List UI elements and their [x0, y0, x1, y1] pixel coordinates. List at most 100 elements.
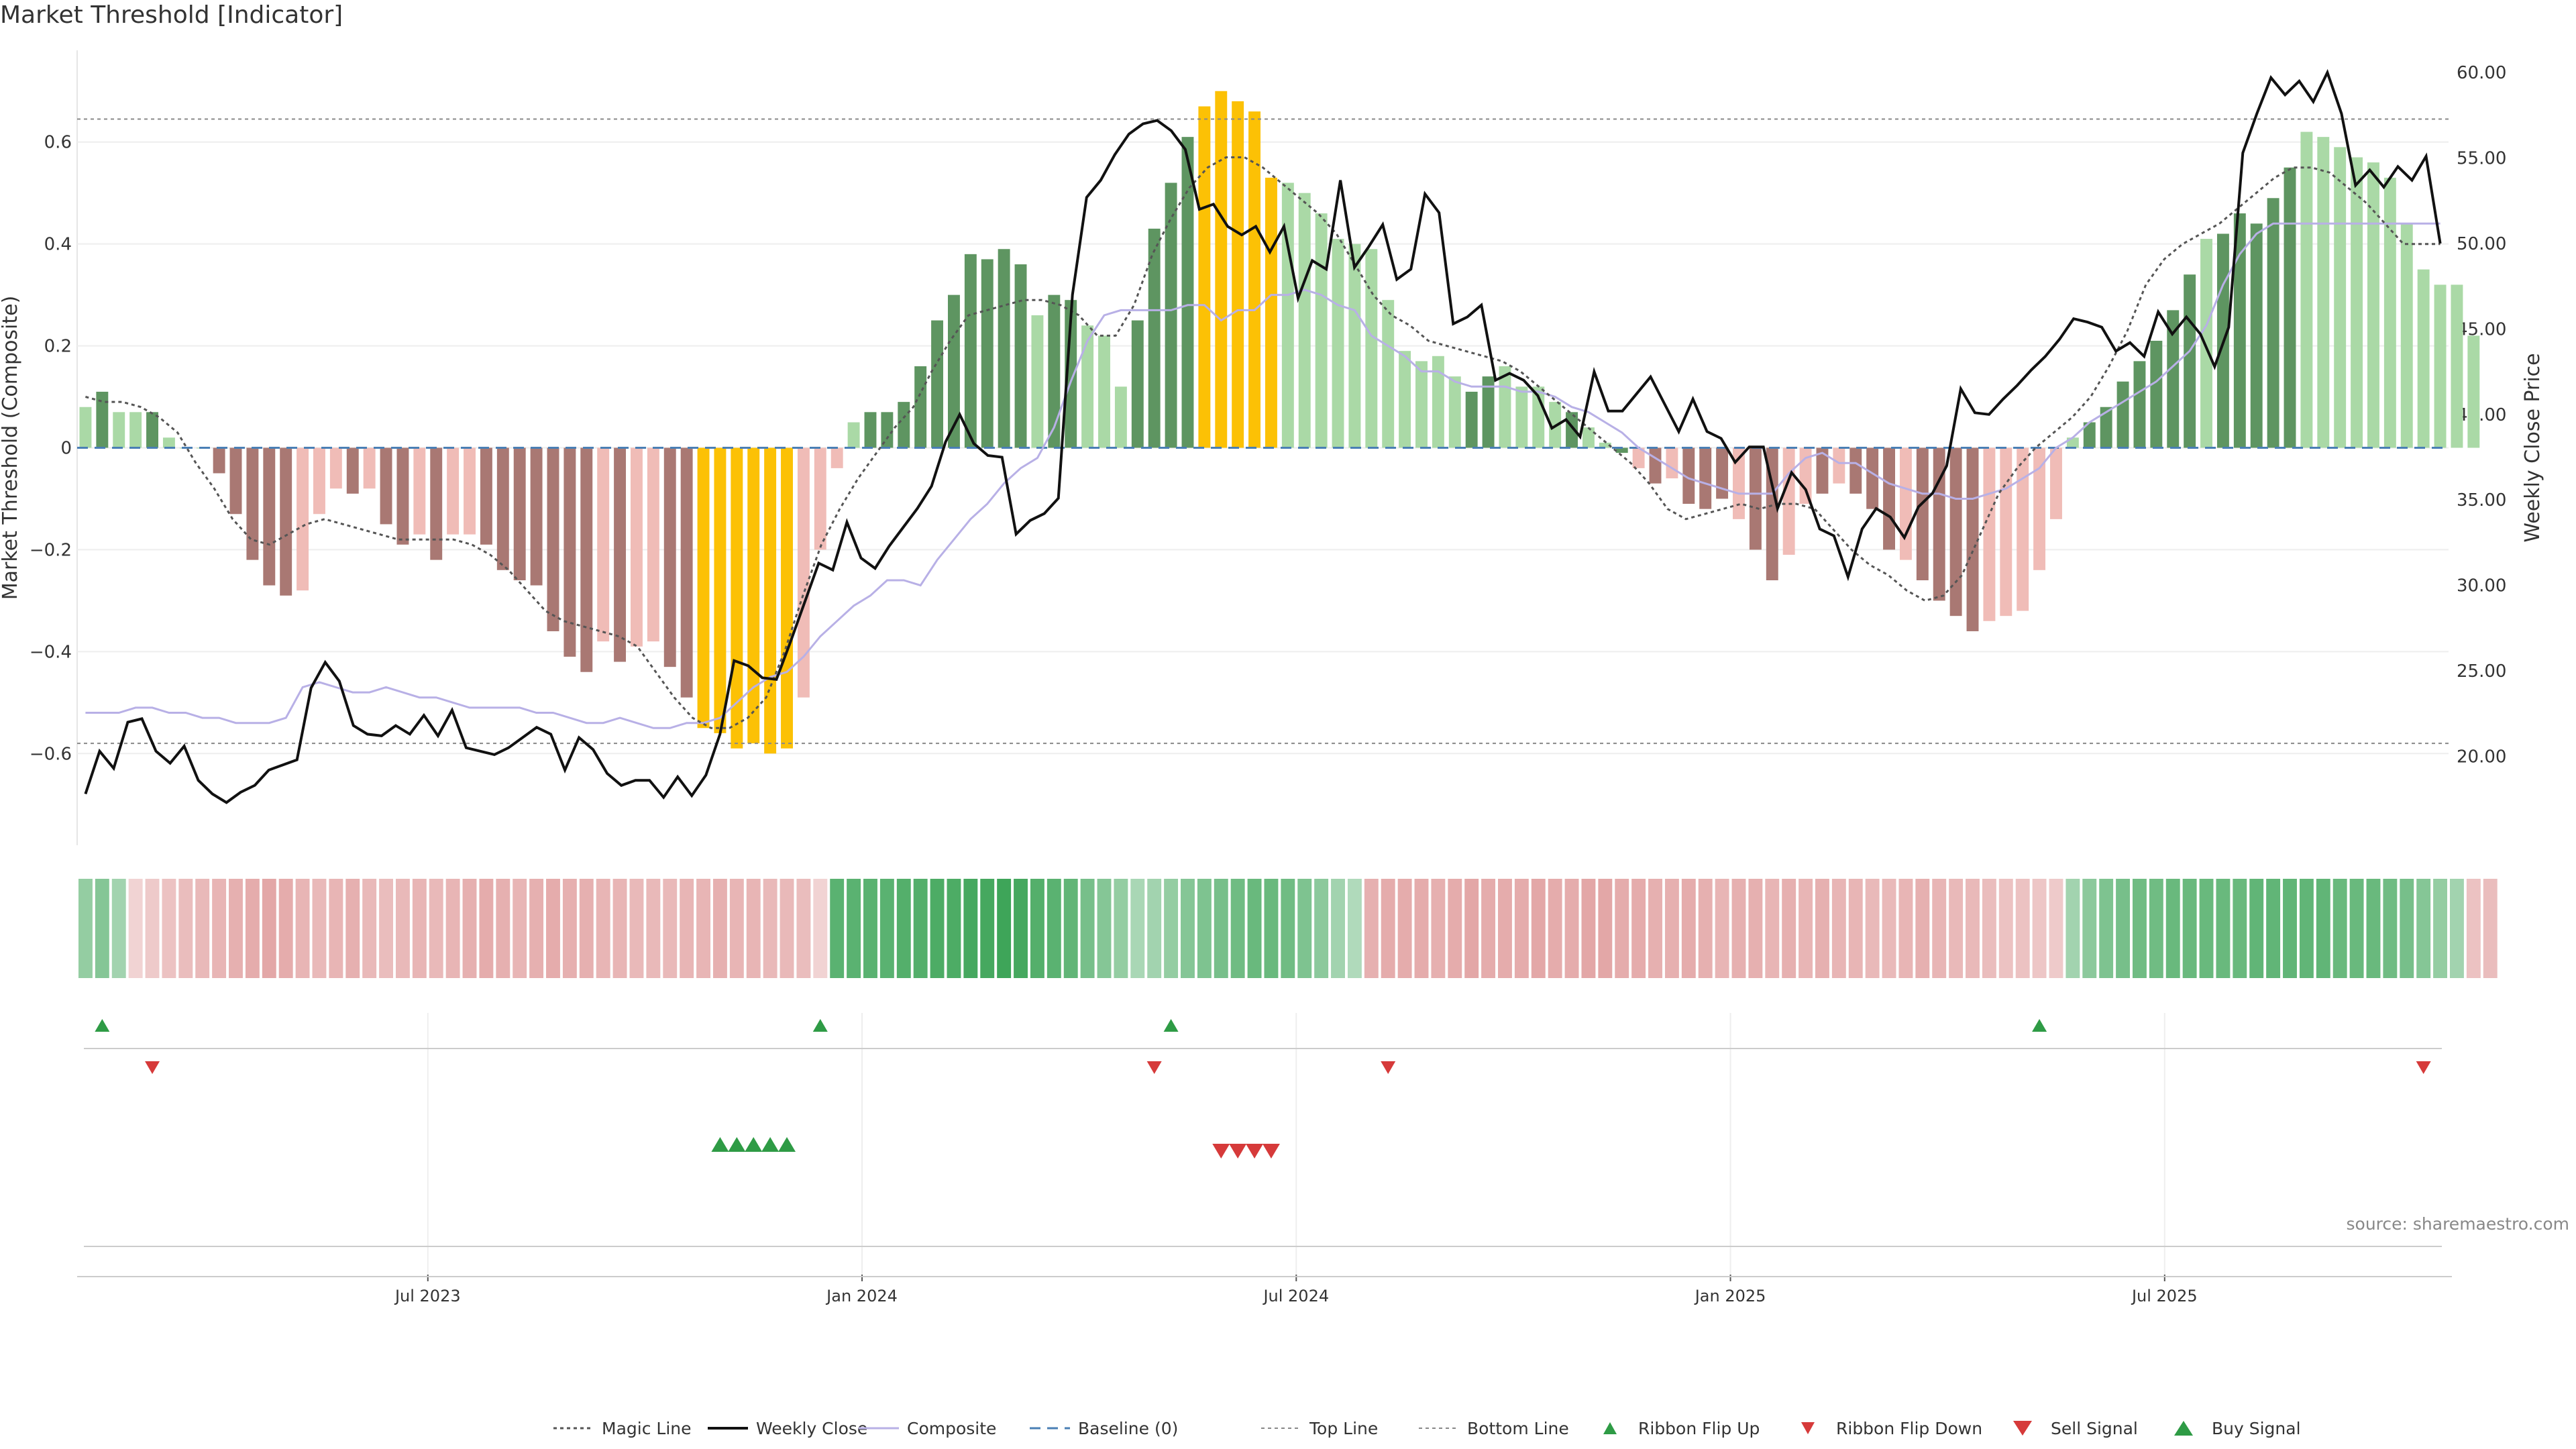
ribbon-cell — [1531, 879, 1546, 978]
ribbon-cell — [1715, 879, 1729, 978]
ribbon-cell — [162, 879, 176, 978]
legend-symbol — [1801, 1422, 1815, 1434]
ribbon-cell — [562, 879, 577, 978]
ribbon-cell — [1297, 879, 1312, 978]
ribbon-cell — [2383, 879, 2398, 978]
composite-bar — [1582, 427, 1595, 448]
composite-bar — [1465, 391, 1478, 448]
weekly-close-line — [84, 68, 2442, 804]
composite-bar — [1165, 182, 1177, 448]
ribbon-cell — [445, 879, 460, 978]
ribbon-cell — [2233, 879, 2247, 978]
ribbon-cell — [1799, 879, 1813, 978]
composite-bar — [346, 447, 359, 494]
composite-bar — [363, 447, 376, 489]
composite-bar — [747, 447, 760, 744]
composite-bar — [1098, 335, 1110, 448]
ribbon-cell — [1230, 879, 1245, 978]
composite-bar — [1031, 315, 1044, 448]
ribbon-cell — [1264, 879, 1279, 978]
composite-bar — [263, 447, 276, 586]
ribbon-cell — [729, 879, 744, 978]
composite-bar — [2100, 407, 2112, 448]
ribbon-cell — [1063, 879, 1078, 978]
composite-bar — [313, 447, 325, 515]
composite-bar — [1114, 386, 1127, 448]
ribbon-cell — [1748, 879, 1763, 978]
ribbon-cell — [1314, 879, 1329, 978]
composite-bar — [1448, 376, 1461, 448]
composite-bar — [1048, 294, 1061, 448]
composite-bar — [1198, 106, 1211, 448]
composite-bar — [614, 447, 627, 662]
legend-symbol — [2174, 1421, 2193, 1436]
composite-bar — [2467, 335, 2480, 448]
composite-bar — [1966, 447, 1979, 631]
ribbon-cell — [879, 879, 894, 978]
ribbon-cell — [1247, 879, 1262, 978]
ribbon-cell — [2416, 879, 2431, 978]
composite-bar — [2300, 131, 2313, 448]
composite-bar — [2434, 284, 2447, 448]
ribbon-cell — [2049, 879, 2063, 978]
ribbon-cell — [863, 879, 877, 978]
composite-bar — [162, 437, 175, 448]
ribbon-cell — [212, 879, 227, 978]
legend-label: Top Line — [1309, 1419, 1378, 1438]
ribbon-cell — [896, 879, 911, 978]
y2-axis-title: Weekly Close Price — [2521, 353, 2544, 542]
composite-bar — [246, 447, 259, 560]
ribbon-cell — [1498, 879, 1512, 978]
composite-bar — [2451, 284, 2463, 448]
ribbon-cell — [2199, 879, 2214, 978]
composite-bar — [2167, 310, 2180, 448]
ribbon-cell — [780, 879, 794, 978]
composite-bar — [630, 447, 643, 647]
legend-label: Sell Signal — [2051, 1419, 2138, 1438]
composite-bar — [2133, 361, 2146, 448]
composite-bar — [547, 447, 559, 631]
ribbon-cell — [395, 879, 410, 978]
composite-bar — [464, 447, 476, 535]
composite-bar — [1816, 447, 1829, 494]
ribbon-cell — [2149, 879, 2163, 978]
ribbon-cell — [2483, 879, 2498, 978]
composite-bar — [998, 249, 1010, 448]
composite-bar — [1399, 351, 1411, 448]
composite-bar — [2050, 447, 2062, 519]
legend-item: Baseline (0) — [1030, 1419, 1178, 1438]
ribbon-cell — [178, 879, 193, 978]
legend-label: Bottom Line — [1467, 1419, 1569, 1438]
ribbon-cell — [1046, 879, 1061, 978]
ribbon-cell — [2165, 879, 2180, 978]
composite-bar — [764, 447, 777, 754]
y-tick-label: −0.2 — [30, 540, 72, 560]
ribbon-cell — [1932, 879, 1947, 978]
composite-bar — [1014, 264, 1027, 448]
ribbon-cell — [1097, 879, 1112, 978]
ribbon-cell — [1181, 879, 1195, 978]
ribbon-cell — [2099, 879, 2114, 978]
composite-bar — [513, 447, 526, 580]
buy-signal-marker — [761, 1137, 780, 1152]
ribbon-cell — [496, 879, 511, 978]
y2-tick-label: 50.00 — [2457, 234, 2506, 254]
ribbon-cell — [612, 879, 627, 978]
ribbon-cell — [1998, 879, 2013, 978]
composite-bar — [830, 447, 843, 468]
composite-bar — [1065, 300, 1077, 448]
composite-bar — [2000, 447, 2012, 616]
ribbon-cell — [663, 879, 678, 978]
legend-item: Top Line — [1261, 1419, 1378, 1438]
ribbon-cell — [963, 879, 978, 978]
composite-bar — [864, 412, 877, 448]
ribbon-cell — [78, 879, 93, 978]
ribbon-cell — [1080, 879, 1095, 978]
ribbon-cell — [1581, 879, 1596, 978]
composite-bar — [797, 447, 810, 698]
composite-bar — [697, 447, 710, 729]
y2-tick-label: 20.00 — [2457, 747, 2506, 767]
composite-bar — [1232, 101, 1244, 448]
composite-bar — [1482, 376, 1495, 448]
composite-bar — [1365, 249, 1378, 448]
